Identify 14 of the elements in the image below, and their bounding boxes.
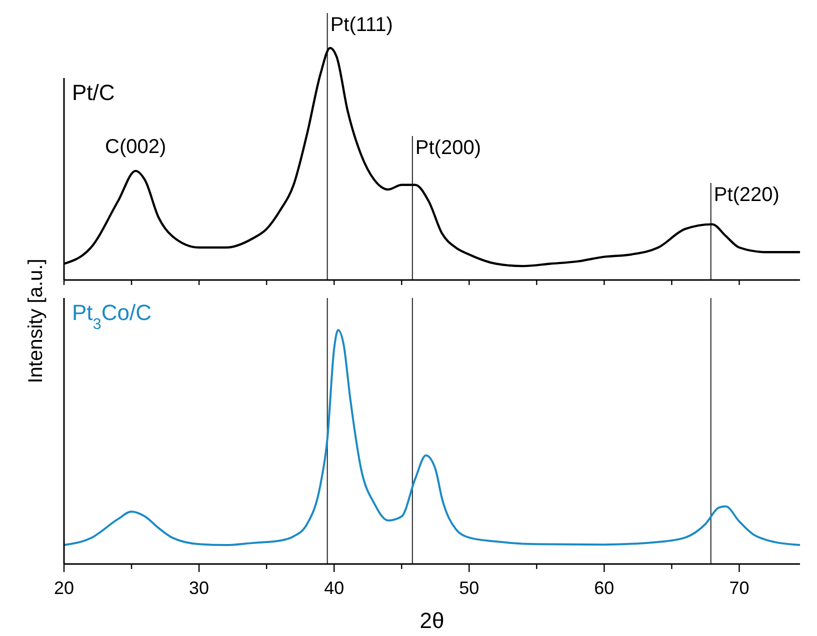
y-axis-title: Intensity [a.u.] [25,258,47,384]
annotation: C(002) [105,136,166,158]
x-axis-title: 2θ [420,608,444,633]
ref-line-label: Pt(220) [714,184,780,206]
x-tick-label: 20 [54,578,74,598]
x-tick-label: 60 [594,578,614,598]
text: Pt$_{3}$Co/C [72,300,152,332]
x-tick-label: 50 [459,578,480,598]
ref-line-label: Pt(111) [330,14,393,36]
x-tick-label: 40 [324,578,344,598]
ref-line-label: Pt(200) [415,137,482,159]
text: Pt/C [72,80,115,105]
x-tick-label: 70 [729,578,750,598]
x-tick-label: 30 [189,578,210,598]
